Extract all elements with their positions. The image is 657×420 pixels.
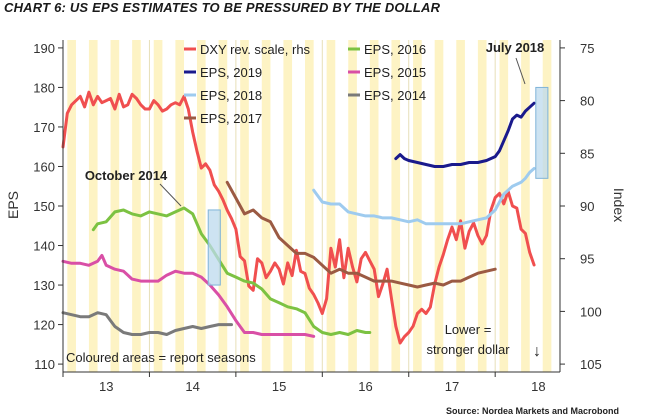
- report-season-band: [132, 40, 141, 372]
- x-tick-label: 17: [445, 379, 459, 394]
- y-axis-title-left: EPS: [5, 191, 21, 219]
- legend-label: EPS, 2019: [200, 65, 262, 80]
- report-season-band: [434, 40, 444, 372]
- y-tick-label: 150: [33, 199, 55, 214]
- series-lines: [61, 90, 536, 345]
- annotation-report-seasons: Coloured areas = report seasons: [66, 350, 256, 365]
- y-tick-label: 160: [33, 159, 55, 174]
- x-tick-label: 13: [99, 379, 113, 394]
- report-season-band: [456, 40, 465, 372]
- legend-label: EPS, 2014: [364, 88, 426, 103]
- y-right-tick-label: 100: [580, 304, 602, 319]
- series-line-eps-2015: [61, 253, 316, 338]
- series-line-eps-2019: [394, 101, 536, 168]
- report-season-band: [305, 40, 314, 372]
- highlight-box: [535, 86, 549, 179]
- y-right-tick-label: 80: [580, 94, 594, 109]
- annotation-stronger-dollar: stronger dollar: [426, 342, 510, 357]
- source-note: Source: Nordea Markets and Macrobond: [445, 406, 619, 416]
- annotation-july-2018: July 2018: [486, 40, 545, 55]
- annotation-pointer-line: [515, 57, 526, 85]
- y-tick-label: 130: [33, 278, 55, 293]
- series-line-eps-2017: [225, 180, 497, 289]
- x-tick-label: 15: [272, 379, 286, 394]
- y-tick-label: 170: [33, 120, 55, 135]
- legend-label: EPS, 2017: [200, 111, 262, 126]
- report-season-band: [67, 40, 76, 372]
- annotation-down-arrow: ↓: [533, 343, 541, 360]
- report-season-band: [283, 40, 293, 372]
- y-tick-label: 110: [34, 357, 55, 372]
- report-season-band: [521, 40, 530, 372]
- report-season-band: [240, 40, 249, 372]
- legend: DXY rev. scale, rhs EPS, 2016 EPS, 2019 EPS…: [184, 42, 426, 126]
- report-season-band: [261, 40, 271, 372]
- legend-label: DXY rev. scale, rhs: [200, 42, 311, 57]
- report-season-band: [88, 40, 98, 372]
- legend-label: EPS, 2015: [364, 65, 426, 80]
- report-season-band: [196, 40, 206, 372]
- annotations: October 2014 July 2018 Coloured areas = re…: [66, 40, 544, 365]
- legend-label: EPS, 2018: [200, 88, 262, 103]
- highlight-boxes: [207, 86, 549, 286]
- report-season-band: [110, 40, 120, 372]
- report-season-band: [175, 40, 185, 372]
- y-axis-title-right: Index: [611, 188, 627, 222]
- annotation-october-2014: October 2014: [85, 168, 168, 183]
- annotation-pointer-line: [159, 183, 182, 207]
- series-line-eps-2014: [61, 311, 233, 336]
- x-tick-label: 18: [531, 379, 545, 394]
- series-line-dxy-rev-scale-rhs: [61, 90, 536, 345]
- legend-label: EPS, 2016: [364, 42, 426, 57]
- y-right-tick-label: 95: [580, 252, 594, 267]
- report-season-band: [413, 40, 422, 372]
- chart-title: CHART 6: US EPS ESTIMATES TO BE PRESSURE…: [4, 0, 441, 15]
- y-tick-label: 180: [33, 80, 55, 95]
- series-line-eps-2018: [312, 167, 536, 226]
- y-tick-label: 190: [33, 41, 55, 56]
- report-season-band: [499, 40, 509, 372]
- report-season-band: [348, 40, 357, 372]
- year-grid: [148, 40, 496, 372]
- report-season-band: [153, 40, 163, 372]
- annotation-lower: Lower =: [445, 322, 492, 337]
- y-tick-label: 120: [33, 318, 55, 333]
- y-right-tick-label: 90: [580, 199, 594, 214]
- axes: 110 120 130 140 150 160 170 180 190 75 80 85 90 95 100…: [5, 40, 627, 394]
- report-season-band: [391, 40, 401, 372]
- series-line-eps-2016: [91, 206, 372, 336]
- report-season-band: [326, 40, 336, 372]
- x-tick-label: 14: [185, 379, 199, 394]
- report-season-bands: [67, 40, 552, 372]
- report-season-band: [218, 40, 228, 372]
- highlight-box: [207, 209, 221, 286]
- y-right-tick-label: 85: [580, 146, 594, 161]
- y-right-tick-label: 105: [580, 357, 602, 372]
- report-season-band: [369, 40, 379, 372]
- y-right-tick-label: 75: [580, 41, 594, 56]
- y-tick-label: 140: [33, 239, 55, 254]
- report-season-band: [542, 40, 552, 372]
- x-tick-label: 16: [358, 379, 372, 394]
- report-season-band: [477, 40, 487, 372]
